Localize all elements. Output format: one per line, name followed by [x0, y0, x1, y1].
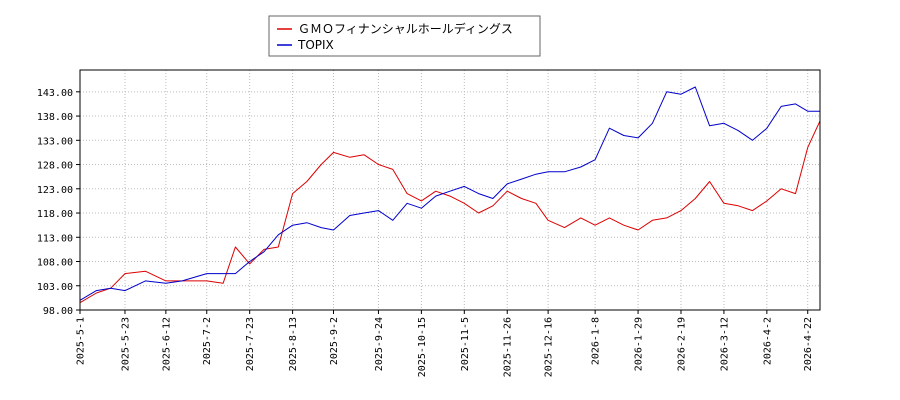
x-tick-label: 2026-3-12 — [719, 317, 730, 371]
y-axis: 98.00 103.00 108.00 113.00 118.00 123.00 128.0… — [37, 88, 80, 317]
series-line-topix — [79, 86, 820, 301]
x-tick-label: 2025-5-1 — [76, 317, 87, 365]
x-tick-label: 2025-7-2 — [202, 317, 213, 365]
x-tick-label: 2025-11-5 — [460, 317, 471, 371]
x-tick-label: 2025-5-23 — [120, 317, 131, 371]
series-layer — [79, 86, 821, 304]
series-line-gmo — [79, 120, 821, 304]
legend-label-topix: TOPIX — [297, 38, 334, 52]
x-tick-label: 2025-10-15 — [417, 317, 428, 377]
y-tick-label: 108.00 — [37, 258, 73, 269]
x-tick-label: 2025-9-24 — [374, 317, 385, 371]
x-tick-label: 2026-1-29 — [634, 317, 645, 371]
y-tick-label: 138.00 — [37, 112, 73, 123]
x-tick-label: 2025-11-26 — [503, 317, 514, 377]
y-tick-label: 143.00 — [37, 88, 73, 99]
legend: ＧＭＯフィナンシャルホールディングス TOPIX — [268, 15, 541, 57]
y-tick-label: 98.00 — [43, 306, 73, 317]
x-tick-label: 2025-9-2 — [329, 317, 340, 365]
x-tick-label: 2025-12-16 — [544, 317, 555, 377]
legend-label-gmo: ＧＭＯフィナンシャルホールディングス — [298, 21, 513, 36]
x-tick-label: 2025-7-23 — [245, 317, 256, 371]
y-tick-label: 123.00 — [37, 185, 73, 196]
x-tick-label: 2026-4-2 — [762, 317, 773, 365]
x-axis: 2025-5-1 2025-5-23 2025-6-12 2025-7-2 2025-7… — [76, 310, 814, 377]
x-tick-label: 2026-4-22 — [803, 317, 814, 371]
y-tick-label: 113.00 — [37, 233, 73, 244]
x-tick-label: 2025-6-12 — [161, 317, 172, 371]
y-tick-label: 133.00 — [37, 136, 73, 147]
x-tick-label: 2026-2-19 — [676, 317, 687, 371]
y-tick-label: 128.00 — [37, 161, 73, 172]
plot-frame — [79, 69, 821, 311]
legend-box — [268, 15, 541, 57]
grid — [79, 70, 820, 311]
y-tick-label: 103.00 — [37, 282, 73, 293]
y-tick-label: 118.00 — [37, 209, 73, 220]
x-tick-label: 2026-1-8 — [591, 317, 602, 365]
x-tick-label: 2025-8-13 — [288, 317, 299, 371]
